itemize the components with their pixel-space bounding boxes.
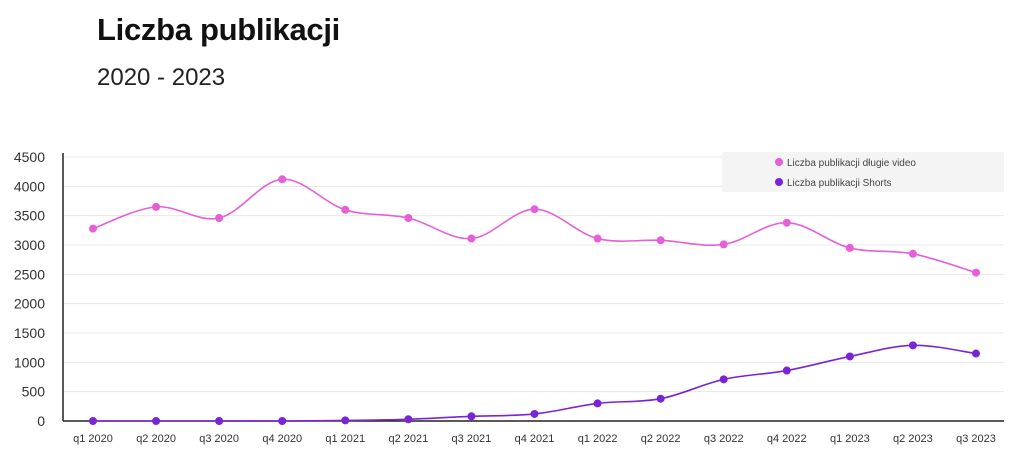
legend: Liczba publikacji długie video Liczba pub… [722, 152, 1004, 192]
data-point [845, 243, 854, 252]
data-point [341, 416, 350, 425]
y-tick-label: 4500 [14, 149, 45, 165]
data-point [719, 240, 728, 249]
data-point [782, 218, 791, 227]
x-axis-ticks: q1 2020 q2 2020 q3 2020 q4 2020 q1 2021 q2 20… [73, 433, 996, 445]
series-line [92, 344, 977, 422]
data-point [152, 417, 161, 425]
data-point [341, 205, 350, 214]
y-axis-ticks: 0 500 1000 1500 2000 2500 3000 3500 4000 4500 [14, 149, 45, 429]
data-point [972, 349, 980, 358]
data-point [908, 341, 917, 350]
series-shorts [89, 341, 980, 425]
x-tick-label: q1 2022 [578, 433, 618, 445]
gridlines [63, 156, 1004, 393]
legend-background [722, 152, 1004, 192]
data-point [908, 249, 917, 258]
x-tick-label: q2 2023 [893, 433, 933, 445]
x-tick-label: q3 2020 [199, 433, 239, 445]
legend-marker [775, 158, 783, 166]
x-tick-label: q4 2021 [515, 433, 555, 445]
data-point [215, 214, 224, 223]
data-point [278, 175, 287, 184]
y-tick-label: 4000 [14, 178, 45, 194]
data-point [404, 214, 413, 223]
data-point [530, 409, 539, 418]
x-tick-label: q2 2020 [136, 433, 176, 445]
y-tick-label: 2000 [14, 296, 45, 312]
chart-subtitle: 2020 - 2023 [97, 64, 226, 91]
x-tick-label: q1 2023 [830, 433, 870, 445]
legend-label: Liczba publikacji długie video [787, 158, 916, 169]
data-point [215, 417, 224, 425]
x-tick-label: q4 2020 [262, 433, 302, 445]
data-point [656, 394, 665, 403]
y-tick-label: 2500 [14, 266, 45, 282]
data-point [278, 417, 287, 425]
data-point [404, 415, 413, 424]
data-point [467, 412, 476, 421]
series-line [92, 178, 977, 274]
data-point [972, 268, 980, 277]
series-long-video [89, 175, 980, 277]
data-point [845, 352, 854, 361]
chart-title: Liczba publikacji [97, 12, 340, 47]
data-point [152, 202, 161, 211]
y-tick-label: 500 [22, 384, 46, 400]
legend-marker [775, 178, 783, 186]
data-point [656, 236, 665, 245]
data-point [467, 234, 476, 243]
y-tick-label: 3000 [14, 237, 45, 253]
y-tick-label: 1000 [14, 354, 45, 370]
data-point [89, 417, 97, 425]
axes [62, 153, 1004, 422]
x-tick-label: q2 2022 [641, 433, 681, 445]
x-tick-label: q3 2021 [452, 433, 492, 445]
data-point [719, 375, 728, 384]
x-tick-label: q1 2021 [325, 433, 365, 445]
y-tick-label: 3500 [14, 208, 45, 224]
legend-label: Liczba publikacji Shorts [787, 178, 892, 189]
data-point [782, 366, 791, 375]
x-tick-label: q2 2021 [388, 433, 428, 445]
data-point [593, 234, 602, 243]
data-point [530, 205, 539, 214]
x-tick-label: q3 2023 [956, 433, 996, 445]
data-point [89, 224, 97, 233]
series [89, 175, 980, 425]
x-tick-label: q4 2022 [767, 433, 807, 445]
y-tick-label: 1500 [14, 325, 45, 341]
data-point [593, 399, 602, 408]
x-tick-label: q3 2022 [704, 433, 744, 445]
y-tick-label: 0 [37, 413, 45, 429]
x-tick-label: q1 2020 [73, 433, 113, 445]
